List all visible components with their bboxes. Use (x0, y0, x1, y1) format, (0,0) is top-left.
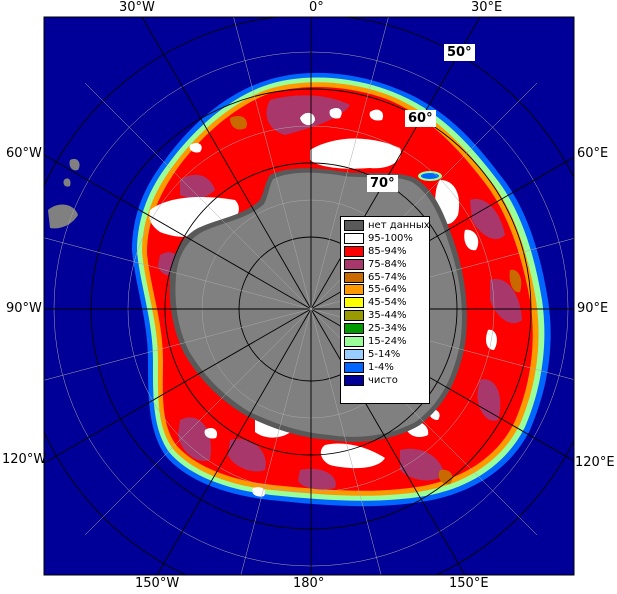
legend-label: 55-64% (368, 284, 407, 296)
lon-label-90w: 90°W (6, 301, 42, 316)
legend-swatch (344, 310, 364, 322)
lon-label-30e: 30°E (471, 0, 503, 15)
legend-label: 1-4% (368, 361, 394, 373)
legend-row-45-54: 45-54% (344, 296, 427, 309)
legend-label: 25-34% (368, 323, 407, 335)
lon-label-60e: 60°E (577, 146, 609, 161)
legend-row-25-34: 25-34% (344, 322, 427, 335)
legend-label: 35-44% (368, 310, 407, 322)
legend-label: чисто (368, 374, 398, 386)
legend-row-5-14: 5-14% (344, 348, 427, 361)
lon-label-150e: 150°E (449, 576, 489, 591)
legend-label: 15-24% (368, 335, 407, 347)
lon-label-30w: 30°W (119, 0, 155, 15)
lat-label-70: 70° (367, 175, 398, 192)
legend-label: нет данных (368, 219, 430, 231)
legend-row-no-data: нет данных (344, 219, 430, 232)
ice-patches-65-74 (230, 116, 522, 485)
legend-row-15-24: 15-24% (344, 335, 427, 348)
legend-row-clear: чисто (344, 374, 427, 387)
lon-label-90e: 90°E (577, 301, 609, 316)
legend-row-35-44: 35-44% (344, 309, 427, 322)
lon-label-120w: 120°W (2, 452, 47, 467)
legend-row-95-100: 95-100% (344, 232, 427, 245)
legend-swatch (344, 258, 364, 270)
lat-label-60: 60° (405, 110, 436, 127)
legend-swatch (344, 335, 364, 347)
legend-row-1-4: 1-4% (344, 361, 427, 374)
legend-swatch (344, 348, 364, 360)
lat-label-50: 50° (444, 44, 475, 61)
legend-row-85-94: 85-94% (344, 245, 427, 258)
legend-swatch (344, 361, 364, 373)
lon-label-180: 180° (293, 576, 325, 591)
legend-swatch (344, 245, 364, 257)
legend-label: 5-14% (368, 348, 401, 360)
map-frame (43, 16, 575, 576)
legend-label: 75-84% (368, 258, 407, 270)
open-water-spot (421, 173, 439, 179)
legend-swatch (344, 219, 364, 231)
legend-row-55-64: 55-64% (344, 283, 427, 296)
ice-patches-95-100 (149, 107, 497, 497)
legend-swatch (344, 271, 364, 283)
legend-label: 45-54% (368, 297, 407, 309)
legend-label: 95-100% (368, 232, 413, 244)
legend-swatch (344, 284, 364, 296)
legend-swatch (344, 232, 364, 244)
south-america-fragment (48, 158, 80, 229)
legend-swatch (344, 297, 364, 309)
lon-label-0: 0° (309, 0, 324, 15)
legend-label: 85-94% (368, 245, 407, 257)
lon-label-120e: 120°E (575, 455, 615, 470)
lon-label-60w: 60°W (6, 146, 42, 161)
legend-swatch (344, 323, 364, 335)
legend-row-75-84: 75-84% (344, 258, 427, 271)
legend-label: 65-74% (368, 271, 407, 283)
legend-row-65-74: 65-74% (344, 271, 427, 284)
lon-label-150w: 150°W (135, 576, 180, 591)
concentration-legend: нет данных 95-100% 85-94% 75-84% 65-74% … (340, 216, 430, 404)
legend-swatch (344, 374, 364, 386)
